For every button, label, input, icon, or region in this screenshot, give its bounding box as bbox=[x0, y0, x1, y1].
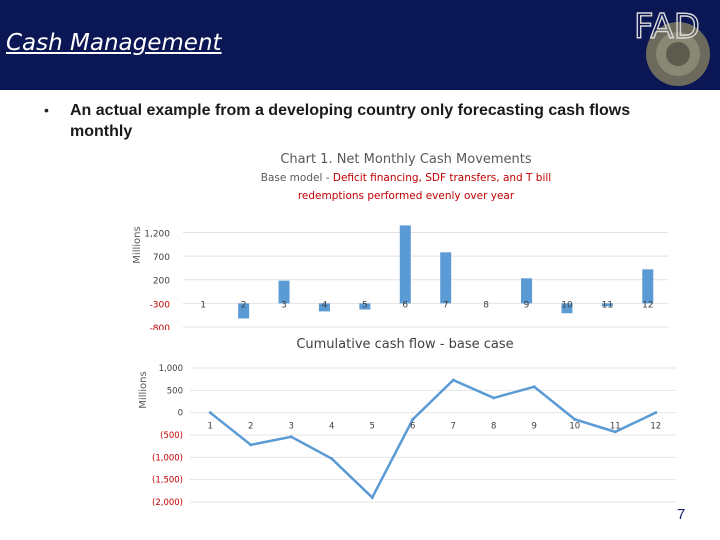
chart2-point bbox=[289, 435, 293, 439]
bullet-text: An actual example from a developing coun… bbox=[70, 102, 631, 140]
chart1-bar bbox=[278, 280, 290, 304]
chart1-bar bbox=[642, 269, 654, 304]
bullet-marker: • bbox=[44, 102, 49, 118]
chart2-x-tick-label: 10 bbox=[569, 422, 580, 432]
chart2-point bbox=[451, 378, 455, 382]
chart1-x-tick-label: 12 bbox=[642, 300, 653, 310]
chart2-point bbox=[654, 411, 658, 415]
chart1-x-tick-label: 10 bbox=[561, 300, 573, 310]
chart1-x-tick-label: 2 bbox=[241, 300, 247, 310]
fad-logo: FAD bbox=[633, 6, 710, 86]
page-number: 7 bbox=[677, 506, 686, 523]
chart2-x-tick-label: 1 bbox=[208, 422, 213, 432]
chart2-x-tick-label: 5 bbox=[370, 422, 375, 432]
chart1-x-tick-label: 7 bbox=[443, 300, 449, 310]
chart1-x-tick-label: 3 bbox=[281, 300, 287, 310]
chart1-bar bbox=[238, 303, 250, 319]
chart2-x-tick-label: 7 bbox=[451, 422, 456, 432]
chart1-y-axis-label: Millions bbox=[132, 226, 143, 263]
chart2-x-tick-label: 4 bbox=[329, 422, 334, 432]
chart1-subtitle-line2: redemptions performed evenly over year bbox=[298, 190, 515, 202]
logo-text: FAD bbox=[634, 7, 700, 47]
chart1-x-tick-label: 11 bbox=[602, 300, 613, 310]
chart2-point bbox=[613, 430, 617, 434]
chart2-y-tick-label: (2,000) bbox=[152, 498, 183, 508]
chart2-y-tick-label: 500 bbox=[167, 386, 183, 396]
chart2-point bbox=[370, 496, 374, 500]
chart1-bar bbox=[440, 252, 452, 304]
chart2-x-tick-label: 11 bbox=[610, 422, 621, 432]
chart2-point bbox=[411, 417, 415, 421]
chart1-y-tick-label: 1,200 bbox=[144, 229, 170, 239]
chart1-bar bbox=[318, 303, 330, 312]
chart2-point bbox=[249, 443, 253, 447]
chart1-x-tick-label: 6 bbox=[402, 300, 408, 310]
chart2-x-tick-label: 2 bbox=[248, 422, 253, 432]
chart1-bar bbox=[521, 278, 533, 304]
chart2-y-tick-label: 0 bbox=[178, 409, 183, 419]
net-monthly-cash-chart: Chart 1. Net Monthly Cash Movements Base… bbox=[132, 152, 668, 330]
chart2-point bbox=[330, 457, 334, 461]
chart2-title: Cumulative cash flow - base case bbox=[296, 337, 513, 352]
chart1-y-tick-label: 700 bbox=[153, 253, 170, 263]
chart2-x-tick-label: 9 bbox=[532, 422, 537, 432]
chart1-y-tick-label: 200 bbox=[153, 277, 170, 287]
chart1-bar bbox=[399, 225, 411, 304]
chart2-x-tick-label: 6 bbox=[410, 422, 415, 432]
chart1-y-tick-label: -800 bbox=[150, 324, 171, 330]
chart2-x-tick-label: 3 bbox=[289, 422, 294, 432]
chart1-x-tick-label: 8 bbox=[483, 300, 489, 310]
cumulative-cash-flow-chart: Cumulative cash flow - base case Million… bbox=[138, 337, 676, 508]
chart1-bar bbox=[561, 303, 573, 314]
chart2-x-tick-label: 12 bbox=[650, 422, 661, 432]
slide-title: Cash Management bbox=[6, 30, 222, 56]
chart2-point bbox=[208, 411, 212, 415]
chart2-point bbox=[573, 417, 577, 421]
chart1-subtitle-line1: Base model - Deficit financing, SDF tran… bbox=[261, 172, 551, 184]
chart2-series-line bbox=[209, 378, 657, 500]
chart2-y-tick-label: (1,500) bbox=[152, 476, 183, 486]
chart2-x-tick-label: 8 bbox=[491, 422, 496, 432]
chart2-y-tick-label: (1,000) bbox=[152, 453, 183, 463]
chart1-y-tick-label: -300 bbox=[150, 300, 171, 310]
chart2-y-tick-label: 1,000 bbox=[159, 364, 183, 374]
chart1-bar bbox=[359, 303, 371, 310]
slide-header: Cash Management FAD bbox=[0, 0, 720, 90]
chart1-title: Chart 1. Net Monthly Cash Movements bbox=[280, 152, 532, 167]
chart1-x-tick-label: 4 bbox=[322, 300, 328, 310]
chart2-y-axis-label: Millions bbox=[138, 371, 149, 408]
chart1-bar bbox=[601, 303, 613, 307]
chart2-y-tick-label: (500) bbox=[160, 431, 183, 441]
chart1-x-tick-label: 1 bbox=[200, 300, 206, 310]
chart1-x-tick-label: 5 bbox=[362, 300, 368, 310]
chart2-point bbox=[532, 385, 536, 389]
chart2-point bbox=[492, 396, 496, 400]
chart1-x-tick-label: 9 bbox=[524, 300, 530, 310]
